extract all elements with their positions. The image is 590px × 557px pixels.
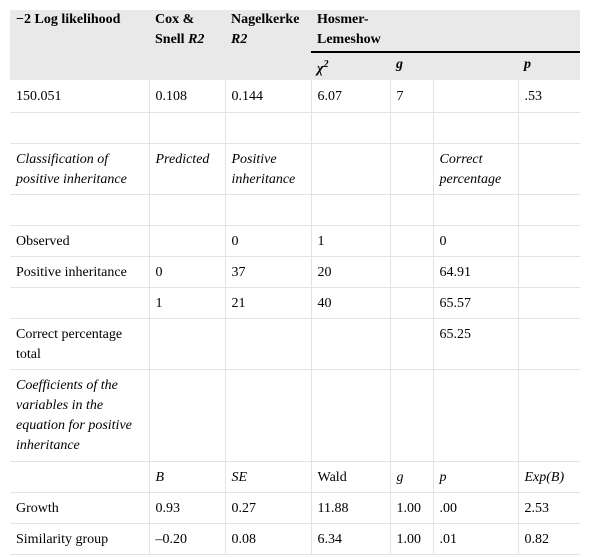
cell: 40 (311, 287, 391, 320)
cell (149, 318, 226, 371)
row-spacer-2 (10, 194, 580, 227)
cell: .00 (433, 492, 519, 525)
cell: 2.53 (518, 492, 580, 525)
header-row: −2 Log likelihood Cox & Snell R2 Nagelker… (10, 10, 580, 53)
cell: 0.27 (225, 492, 312, 525)
cell: 1 (311, 225, 391, 258)
row-positive-0: Positive inheritance 0 37 20 64.91 (10, 256, 580, 289)
header-nagel-line2: R2 (231, 32, 248, 47)
cell: .01 (433, 523, 519, 556)
cell: 7 (390, 79, 434, 114)
cell (518, 318, 580, 371)
cell (149, 225, 226, 258)
header-sub-blank-3 (225, 52, 311, 80)
stats-table: −2 Log likelihood Cox & Snell R2 Nagelker… (10, 10, 580, 556)
cell: 1 (149, 287, 226, 320)
cell: 11.88 (311, 492, 391, 525)
header-cox-line2: Snell R2 (155, 32, 205, 47)
cell (225, 318, 312, 371)
row-positive-1: 1 21 40 65.57 (10, 287, 580, 320)
row-fit: 150.051 0.108 0.144 6.07 7 .53 (10, 79, 580, 114)
cell: Positive inheritance (10, 256, 150, 289)
cell (518, 225, 580, 258)
header-blank-1 (433, 10, 518, 53)
row-classification-header: Classification of positive inheritance P… (10, 143, 580, 196)
cell: .53 (518, 79, 580, 114)
cell: 6.34 (311, 523, 391, 556)
header-chi-square: χ2 (311, 52, 390, 80)
header-cox-snell: Cox & Snell R2 (149, 10, 225, 52)
header-log-likelihood: −2 Log likelihood (10, 10, 149, 52)
cell (518, 256, 580, 289)
header-subrow: χ2 g p (10, 52, 580, 80)
header-blank-2 (518, 10, 580, 53)
cell: 65.57 (433, 287, 519, 320)
cell (390, 256, 434, 289)
header-sub-blank-1 (10, 52, 149, 80)
row-correct-total: Correct percentage total 65.25 (10, 318, 580, 371)
row-growth: Growth 0.93 0.27 11.88 1.00 .00 2.53 (10, 492, 580, 525)
cell: 37 (225, 256, 312, 289)
header-hosmer: Hosmer- Lemeshow (311, 10, 433, 53)
cell: –0.20 (149, 523, 226, 556)
coef-header-expb: Exp(B) (518, 461, 580, 494)
cell: 65.25 (433, 318, 519, 371)
cell: 0.93 (149, 492, 226, 525)
cell: 0 (433, 225, 519, 258)
cell (311, 318, 391, 371)
header-g: g (390, 52, 433, 80)
cell (518, 287, 580, 320)
header-hosmer-line1: Hosmer- (317, 12, 369, 27)
coef-title: Coefficients of the variables in the equ… (10, 369, 150, 463)
row-similarity: Similarity group –0.20 0.08 6.34 1.00 .0… (10, 523, 580, 556)
cell: 150.051 (10, 79, 150, 114)
cell: 0.144 (225, 79, 312, 114)
header-p: p (518, 52, 580, 80)
classification-title: Classification of positive inheritance (10, 143, 150, 196)
header-sub-blank-2 (149, 52, 225, 80)
cell (390, 225, 434, 258)
row-observed: Observed 0 1 0 (10, 225, 580, 258)
cell: Correct percentage total (10, 318, 150, 371)
cell: 1.00 (390, 492, 434, 525)
cell: Observed (10, 225, 150, 258)
cell: 0 (149, 256, 226, 289)
coef-header-wald: Wald (311, 461, 391, 494)
cell (433, 79, 519, 114)
header-cox-line1: Cox & (155, 12, 195, 27)
cell: 1.00 (390, 523, 434, 556)
coef-header-g: g (390, 461, 434, 494)
cell (10, 287, 150, 320)
row-coef-header: B SE Wald g p Exp(B) (10, 461, 580, 494)
coef-header-b: B (149, 461, 226, 494)
cell: 6.07 (311, 79, 391, 114)
classification-positive: Positive inheritance (225, 143, 312, 196)
coef-header-p: p (433, 461, 519, 494)
cell (390, 287, 434, 320)
stats-table-container: −2 Log likelihood Cox & Snell R2 Nagelker… (10, 10, 580, 556)
classification-predicted: Predicted (149, 143, 226, 196)
cell: 21 (225, 287, 312, 320)
row-spacer-1 (10, 112, 580, 145)
cell: 0.82 (518, 523, 580, 556)
row-coef-title: Coefficients of the variables in the equ… (10, 369, 580, 463)
cell: 20 (311, 256, 391, 289)
header-nagelkerke: Nagelkerke R2 (225, 10, 311, 52)
cell: 0.08 (225, 523, 312, 556)
header-nagel-line1: Nagelkerke (231, 12, 300, 27)
cell: 0 (225, 225, 312, 258)
cell: Growth (10, 492, 150, 525)
header-sub-blank-4 (433, 52, 518, 80)
cell: 64.91 (433, 256, 519, 289)
header-hosmer-line2: Lemeshow (317, 32, 381, 47)
cell: Similarity group (10, 523, 150, 556)
cell (10, 461, 150, 494)
cell: 0.108 (149, 79, 226, 114)
classification-correct: Correct percentage (433, 143, 519, 196)
cell (390, 318, 434, 371)
coef-header-se: SE (225, 461, 312, 494)
